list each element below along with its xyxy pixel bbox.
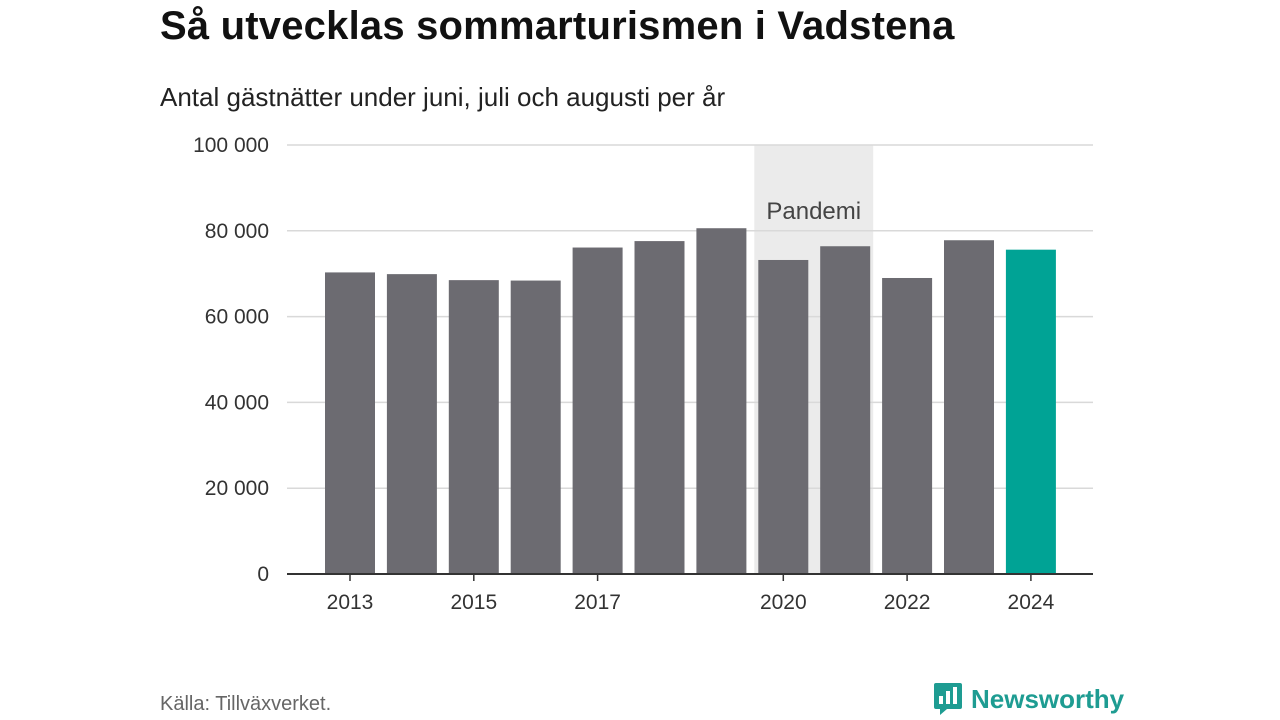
bar-2013 xyxy=(325,272,375,574)
chart-subtitle: Antal gästnätter under juni, juli och au… xyxy=(160,82,726,112)
bar-chart: Pandemi 0 20 000 40 000 60 000 80 000 100 000 2… xyxy=(193,134,1093,614)
bar-2016 xyxy=(510,280,561,574)
bar-2021 xyxy=(820,246,871,574)
brand-name: Newsworthy xyxy=(971,683,1125,714)
brand-logo: Newsworthy xyxy=(933,682,1124,716)
y-tick-label: 80 000 xyxy=(205,220,269,243)
bar-2019 xyxy=(696,228,747,574)
x-tick-label: 2015 xyxy=(450,591,497,614)
x-tick-label: 2024 xyxy=(1008,591,1055,614)
y-tick-label: 100 000 xyxy=(193,134,269,157)
bar-2017 xyxy=(572,247,623,574)
bar-2024 xyxy=(1005,249,1056,574)
chart-title: Så utvecklas sommarturismen i Vadstena xyxy=(160,4,955,48)
source-note: Källa: Tillväxverket. xyxy=(160,693,332,715)
x-tick-label: 2020 xyxy=(760,591,807,614)
bar-2015 xyxy=(448,280,499,574)
y-tick-label: 60 000 xyxy=(205,306,269,329)
bar-2023 xyxy=(944,240,994,574)
bar-2020 xyxy=(758,259,809,574)
x-tick-label: 2017 xyxy=(574,591,621,614)
pandemic-band-label: Pandemi xyxy=(766,198,861,225)
y-tick-label: 20 000 xyxy=(205,477,269,500)
y-tick-label: 40 000 xyxy=(205,391,269,414)
x-tick-label: 2013 xyxy=(327,591,374,614)
bar-2018 xyxy=(634,241,685,574)
newsworthy-logo-icon xyxy=(934,683,962,715)
y-tick-label: 0 xyxy=(257,563,269,586)
x-tick-label: 2022 xyxy=(884,591,931,614)
bar-2022 xyxy=(882,277,933,574)
bar-2014 xyxy=(386,274,437,574)
